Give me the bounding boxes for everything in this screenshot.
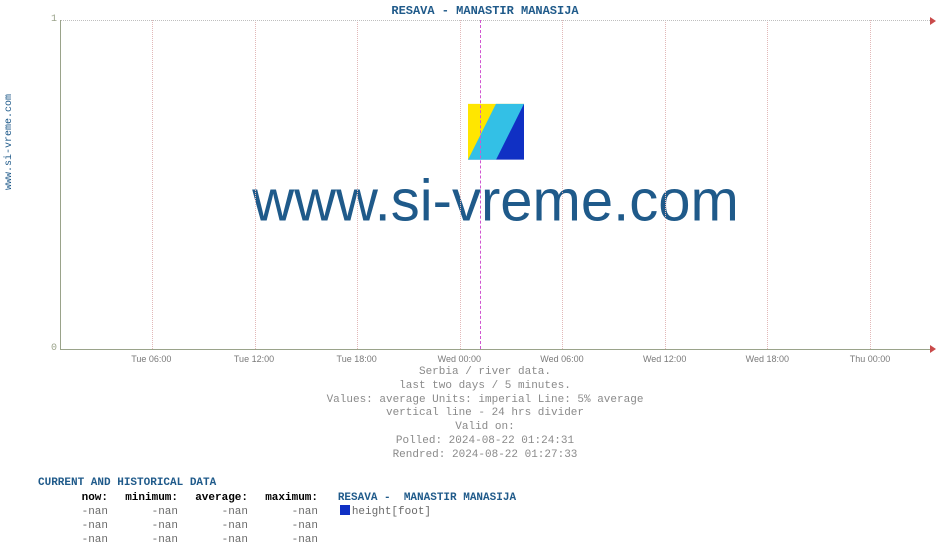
- meta-line: Rendred: 2024-08-22 01:27:33: [30, 449, 940, 463]
- data-cell: -nan: [38, 519, 108, 533]
- x-tick-label: Tue 18:00: [337, 354, 377, 364]
- x-tick-label: Tue 06:00: [131, 354, 171, 364]
- x-tick-label: Wed 12:00: [643, 354, 686, 364]
- grid-line-h: [61, 20, 930, 21]
- col-header: now:: [38, 491, 108, 505]
- side-source-label: www.si-vreme.com: [4, 94, 15, 190]
- time-divider-line: [480, 20, 481, 349]
- data-cell: -nan: [108, 505, 178, 519]
- plot-area: www.si-vreme.com 01 Tue 06:00Tue 12:00Tu…: [60, 20, 930, 350]
- data-block: CURRENT AND HISTORICAL DATA now:minimum:…: [38, 476, 940, 547]
- data-cell: -nan: [178, 505, 248, 519]
- col-header: average:: [178, 491, 248, 505]
- x-tick-label: Tue 12:00: [234, 354, 274, 364]
- x-tick-label: Wed 06:00: [540, 354, 583, 364]
- grid-line-v: [767, 20, 768, 349]
- x-tick-label: Wed 00:00: [438, 354, 481, 364]
- plot-inner: www.si-vreme.com 01: [60, 20, 930, 350]
- watermark-logo-icon: [468, 104, 524, 160]
- x-tick-label: Thu 00:00: [850, 354, 891, 364]
- col-header: maximum:: [248, 491, 318, 505]
- meta-line: Values: average Units: imperial Line: 5%…: [30, 394, 940, 408]
- grid-line-v: [357, 20, 358, 349]
- grid-line-v: [152, 20, 153, 349]
- grid-line-v: [255, 20, 256, 349]
- grid-line-v: [665, 20, 666, 349]
- data-cell: -nan: [108, 519, 178, 533]
- chart-title: RESAVA - MANASTIR MANASIJA: [30, 0, 940, 20]
- series-swatch-icon: [340, 505, 350, 515]
- table-row: -nan-nan-nan-nan: [38, 519, 940, 533]
- table-row: -nan-nan-nan-nan height[foot]: [38, 505, 940, 519]
- y-tick-label: 0: [41, 343, 57, 354]
- col-header: minimum:: [108, 491, 178, 505]
- value-label: height[foot]: [352, 506, 431, 518]
- chart-container: RESAVA - MANASTIR MANASIJA www.si-vreme.…: [30, 0, 940, 548]
- meta-info: Serbia / river data.last two days / 5 mi…: [30, 366, 940, 462]
- data-cell: -nan: [248, 505, 318, 519]
- series-label: RESAVA - MANASTIR MANASIJA: [338, 492, 516, 504]
- grid-line-v: [562, 20, 563, 349]
- grid-line-v: [460, 20, 461, 349]
- meta-line: Valid on:: [30, 421, 940, 435]
- meta-line: Polled: 2024-08-22 01:24:31: [30, 435, 940, 449]
- meta-line: last two days / 5 minutes.: [30, 380, 940, 394]
- grid-line-v: [870, 20, 871, 349]
- y-tick-label: 1: [41, 14, 57, 25]
- meta-line: Serbia / river data.: [30, 366, 940, 380]
- axis-arrow-icon: [930, 17, 936, 25]
- data-header: CURRENT AND HISTORICAL DATA: [38, 476, 940, 490]
- data-col-headers: now:minimum:average:maximum: RESAVA - MA…: [38, 491, 940, 505]
- x-tick-label: Wed 18:00: [746, 354, 789, 364]
- meta-line: vertical line - 24 hrs divider: [30, 407, 940, 421]
- data-cell: -nan: [248, 519, 318, 533]
- data-cell: -nan: [38, 505, 108, 519]
- axis-arrow-icon: [930, 345, 936, 353]
- data-cell: -nan: [178, 519, 248, 533]
